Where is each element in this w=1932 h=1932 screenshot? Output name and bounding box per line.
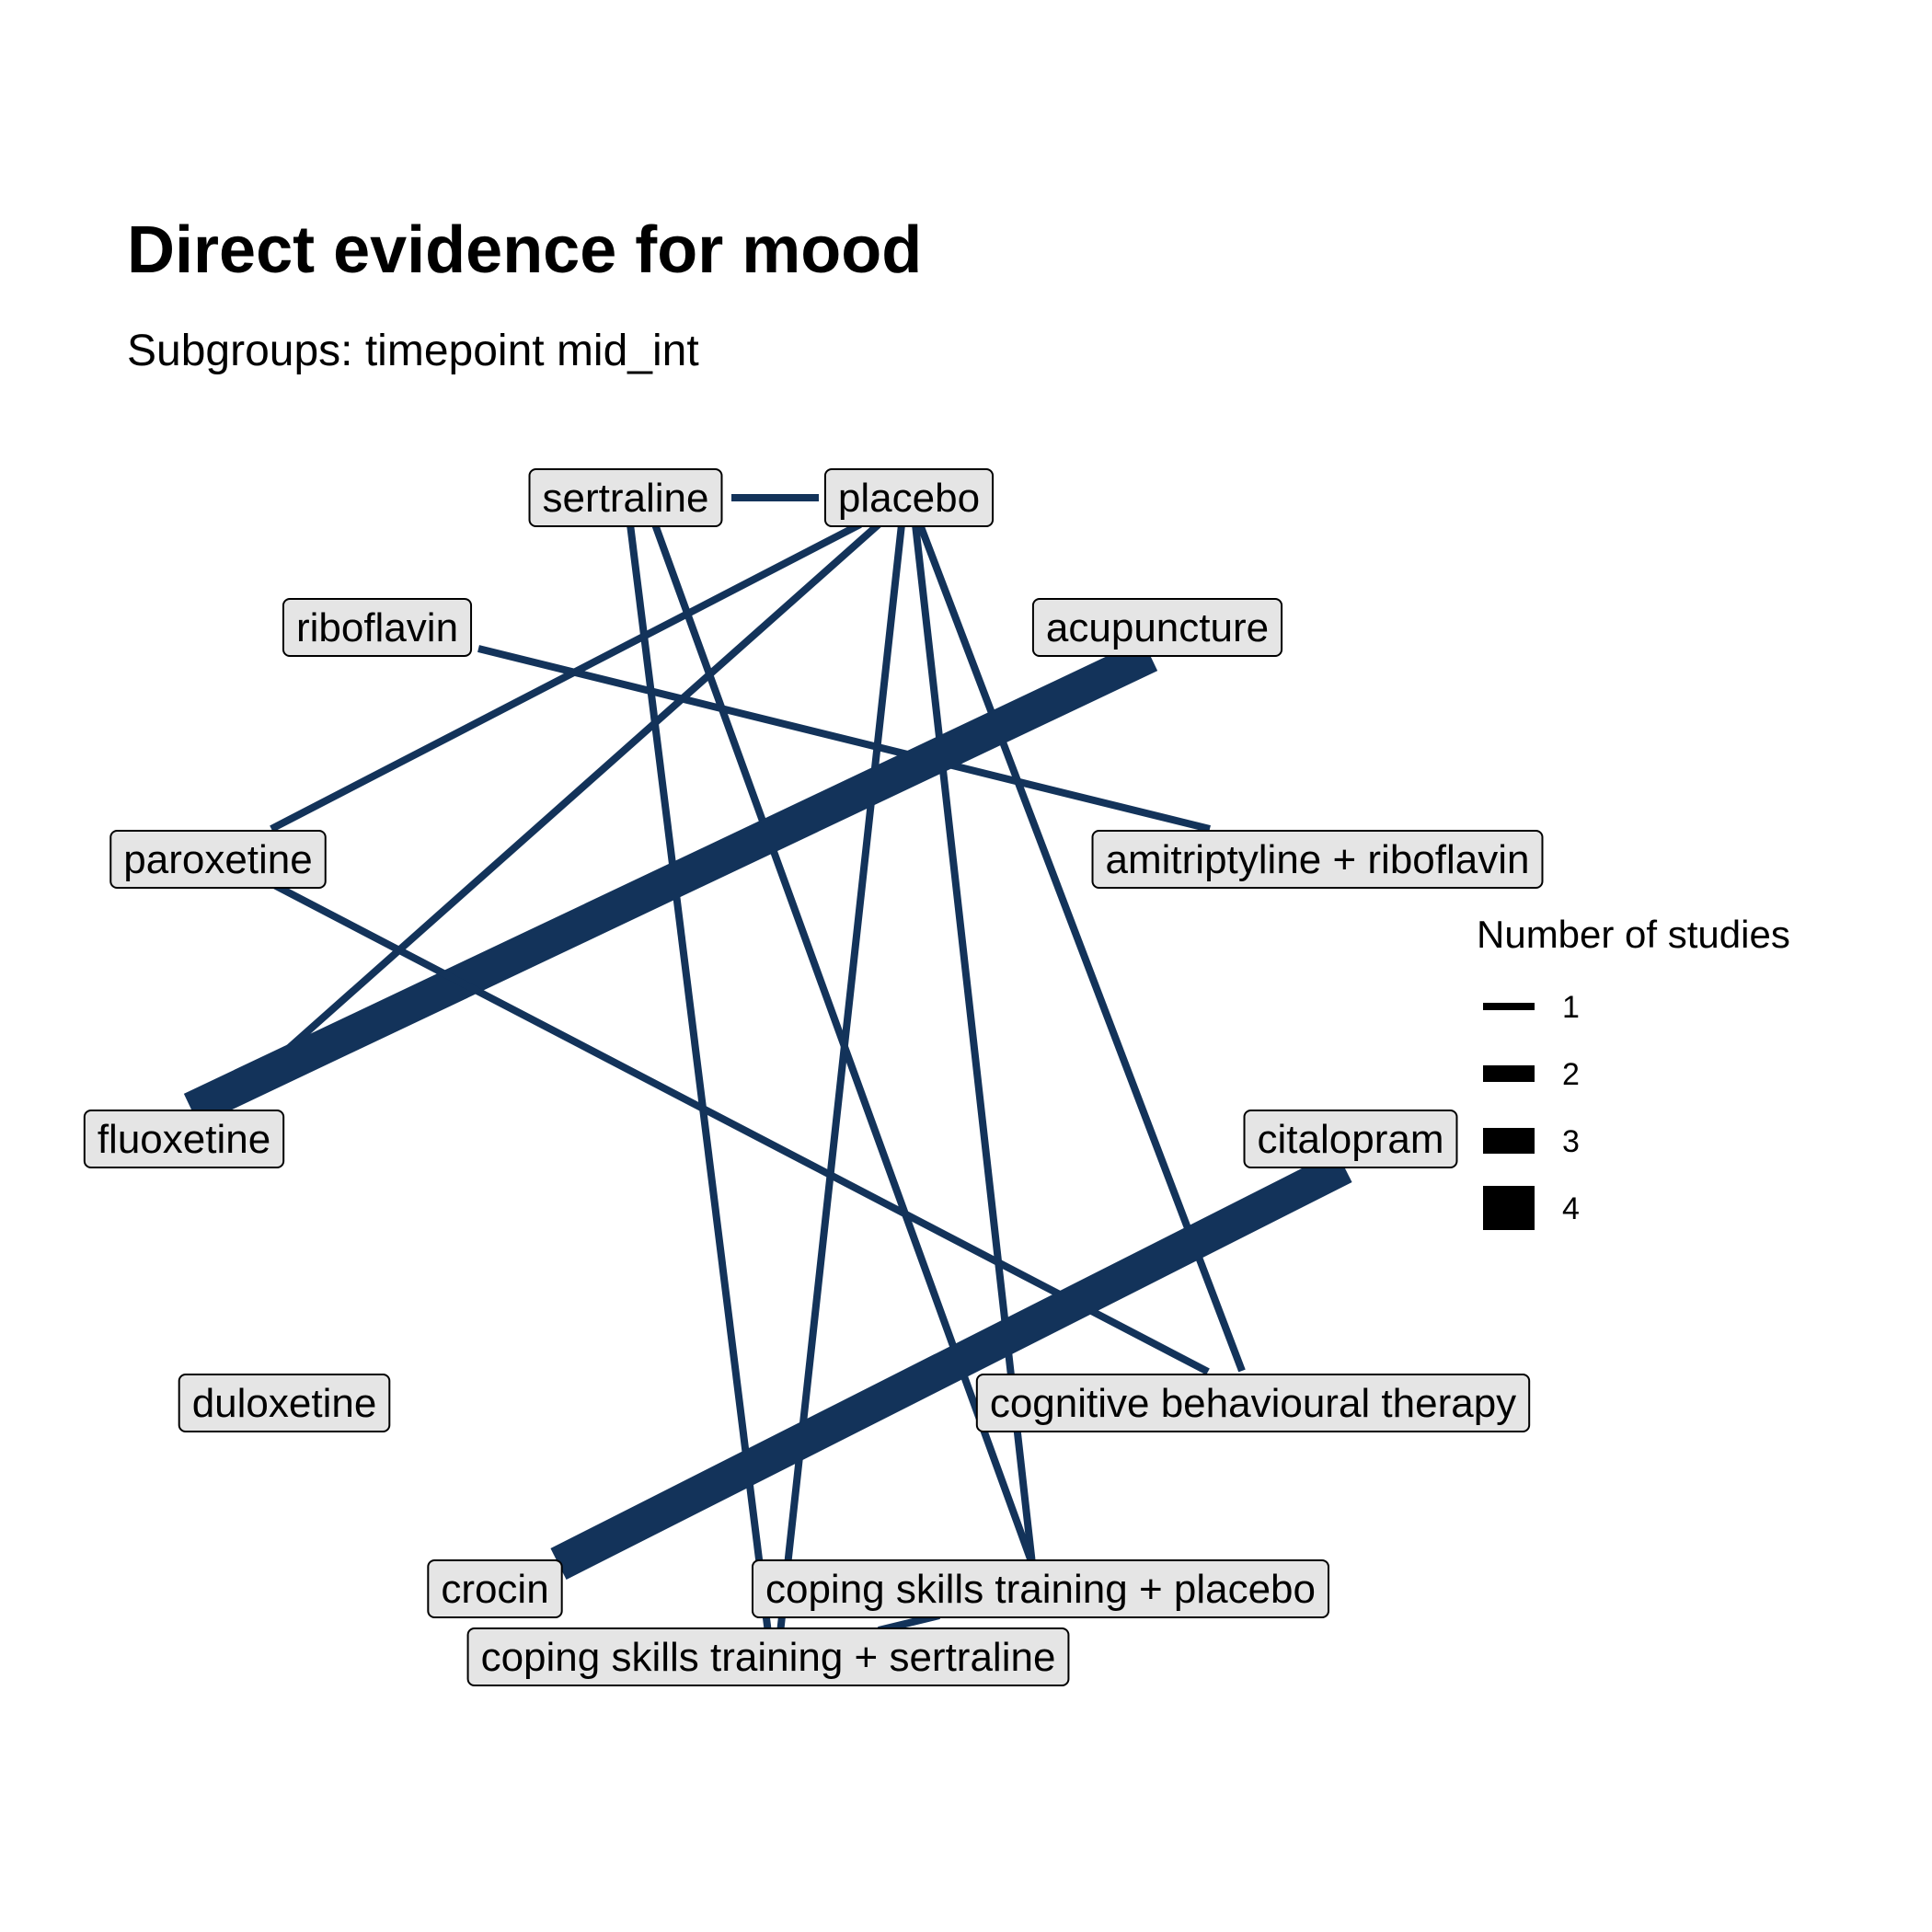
edge-placebo-cst_sertraline: [776, 523, 905, 1634]
legend-label-3: 3: [1562, 1124, 1580, 1159]
legend: Number of studies 1 2 3 4: [1477, 913, 1790, 1230]
node-cst_placebo: coping skills training + placebo: [751, 1559, 1330, 1618]
node-label: citalopram: [1258, 1117, 1444, 1162]
node-duloxetine: duloxetine: [178, 1374, 391, 1432]
node-citalopram: citalopram: [1243, 1110, 1458, 1168]
node-box: [751, 1559, 1330, 1618]
edge-citalopram-crocin: [550, 1151, 1352, 1580]
node-box: [1091, 830, 1544, 889]
node-label: acupuncture: [1046, 605, 1269, 650]
edge-placebo-paroxetine: [270, 521, 862, 833]
node-paroxetine: paroxetine: [109, 830, 327, 889]
node-box: [83, 1110, 285, 1168]
node-box: [528, 468, 723, 527]
node-acupuncture: acupuncture: [1031, 598, 1283, 657]
node-label: riboflavin: [296, 605, 458, 650]
legend-title: Number of studies: [1477, 913, 1790, 956]
node-label: sertraline: [543, 476, 709, 521]
edge-placebo-fluoxetine: [244, 522, 881, 1088]
edge-paroxetine-cbt: [272, 881, 1210, 1375]
legend-key-1: [1483, 1003, 1535, 1010]
legend-label-1: 1: [1562, 990, 1580, 1025]
legend-label-2: 2: [1562, 1057, 1580, 1092]
edge-riboflavin-amitriptyline_riboflavin: [477, 645, 1211, 833]
node-cbt: cognitive behavioural therapy: [975, 1374, 1531, 1432]
node-label: placebo: [838, 476, 980, 521]
node-box: [466, 1627, 1070, 1686]
edge-acupuncture-fluoxetine: [183, 638, 1158, 1126]
node-box: [823, 468, 995, 527]
node-fluoxetine: fluoxetine: [83, 1110, 285, 1168]
node-cst_sertraline: coping skills training + sertraline: [466, 1627, 1070, 1686]
legend-key-2: [1483, 1065, 1535, 1082]
edge-sertraline-cst_sertraline: [627, 523, 772, 1634]
node-label: coping skills training + placebo: [765, 1567, 1316, 1612]
legend-key-3: [1483, 1128, 1535, 1154]
node-box: [109, 830, 327, 889]
node-crocin: crocin: [427, 1559, 563, 1618]
node-label: duloxetine: [192, 1381, 377, 1426]
node-sertraline: sertraline: [528, 468, 723, 527]
node-label: amitriptyline + riboflavin: [1106, 837, 1530, 882]
node-placebo: placebo: [823, 468, 995, 527]
legend-key-4: [1483, 1186, 1535, 1230]
node-box: [1031, 598, 1283, 657]
nodes-layer: sertraline placebo riboflavin acupuncture pa…: [83, 468, 1544, 1686]
edge-sertraline-cst_placebo: [651, 523, 1036, 1566]
chart-title: Direct evidence for mood: [127, 213, 923, 287]
node-label: cognitive behavioural therapy: [990, 1381, 1516, 1426]
node-label: fluoxetine: [98, 1117, 270, 1162]
node-label: paroxetine: [123, 837, 312, 882]
node-box: [178, 1374, 391, 1432]
chart-subtitle: Subgroups: timepoint mid_int: [127, 327, 699, 375]
node-riboflavin: riboflavin: [282, 598, 473, 657]
node-amitriptyline_riboflavin: amitriptyline + riboflavin: [1091, 830, 1544, 889]
legend-label-4: 4: [1562, 1191, 1580, 1226]
node-label: coping skills training + sertraline: [481, 1635, 1056, 1680]
node-box: [975, 1374, 1531, 1432]
node-label: crocin: [441, 1567, 548, 1612]
node-box: [427, 1559, 563, 1618]
node-box: [1243, 1110, 1458, 1168]
edges-layer: [183, 494, 1352, 1634]
node-box: [282, 598, 473, 657]
